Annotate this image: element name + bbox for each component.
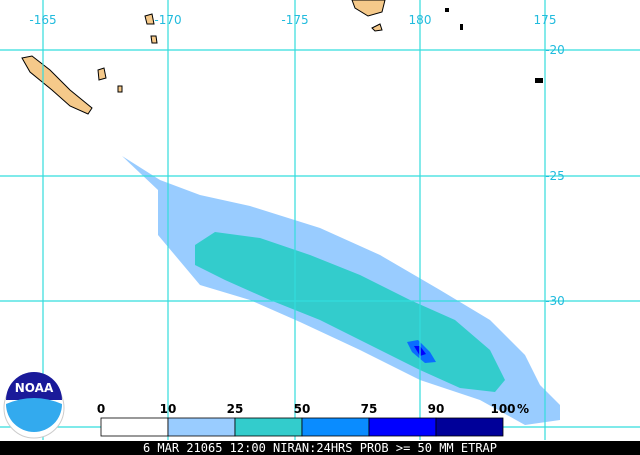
legend-swatch: [368, 417, 437, 437]
island: [460, 24, 463, 30]
legend-swatch: [100, 417, 169, 437]
footer-text: 6 MAR 21065 12:00 NIRAN:24HRS PROB >= 50…: [143, 441, 497, 455]
legend-label: 75: [361, 402, 378, 416]
legend-swatch: [435, 417, 504, 437]
island: [21, 55, 93, 115]
island: [351, 0, 386, 17]
legend-label: 50: [294, 402, 311, 416]
lat-label: -20: [545, 43, 565, 57]
lon-label: -165: [29, 13, 56, 27]
noaa-logo: NOAA: [3, 372, 65, 439]
legend-swatch: [167, 417, 236, 437]
legend-label: 100: [490, 402, 515, 416]
island: [117, 85, 123, 93]
footer-bar: [0, 441, 640, 455]
lon-label: -175: [281, 13, 308, 27]
legend-label: 90: [428, 402, 445, 416]
lon-label: -170: [154, 13, 181, 27]
island: [371, 23, 383, 32]
legend-label: 0: [97, 402, 105, 416]
island: [144, 13, 155, 25]
lon-label: 180: [409, 13, 432, 27]
lat-label: -30: [545, 294, 565, 308]
logo-text: NOAA: [15, 381, 54, 395]
lon-label: 175: [534, 13, 557, 27]
island: [535, 78, 543, 83]
island: [150, 35, 158, 44]
legend-label: 25: [227, 402, 244, 416]
graticule: [0, 0, 640, 440]
lat-label: -25: [545, 169, 565, 183]
island: [445, 8, 449, 12]
legend-swatch: [301, 417, 370, 437]
legend-unit: %: [517, 402, 529, 416]
island: [97, 67, 107, 81]
legend: 0 10 25 50 75 90 100%: [97, 402, 529, 437]
legend-swatch: [234, 417, 303, 437]
legend-label: 10: [160, 402, 177, 416]
